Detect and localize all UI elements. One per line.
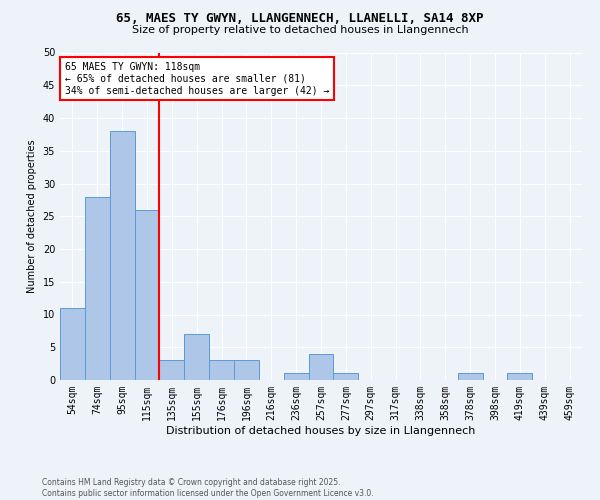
Bar [284,374,308,380]
Text: Contains HM Land Registry data © Crown copyright and database right 2025.
Contai: Contains HM Land Registry data © Crown c… [42,478,374,498]
Bar [85,196,110,380]
Bar [184,334,209,380]
Bar [334,374,358,380]
X-axis label: Distribution of detached houses by size in Llangennech: Distribution of detached houses by size … [166,426,476,436]
Bar [508,374,532,380]
Bar [110,131,134,380]
Bar [134,210,160,380]
Y-axis label: Number of detached properties: Number of detached properties [27,140,37,293]
Bar [209,360,234,380]
Text: 65, MAES TY GWYN, LLANGENNECH, LLANELLI, SA14 8XP: 65, MAES TY GWYN, LLANGENNECH, LLANELLI,… [116,12,484,26]
Bar [234,360,259,380]
Text: 65 MAES TY GWYN: 118sqm
← 65% of detached houses are smaller (81)
34% of semi-de: 65 MAES TY GWYN: 118sqm ← 65% of detache… [65,62,329,96]
Bar [160,360,184,380]
Bar [458,374,482,380]
Text: Size of property relative to detached houses in Llangennech: Size of property relative to detached ho… [131,25,469,35]
Bar [60,308,85,380]
Bar [308,354,334,380]
